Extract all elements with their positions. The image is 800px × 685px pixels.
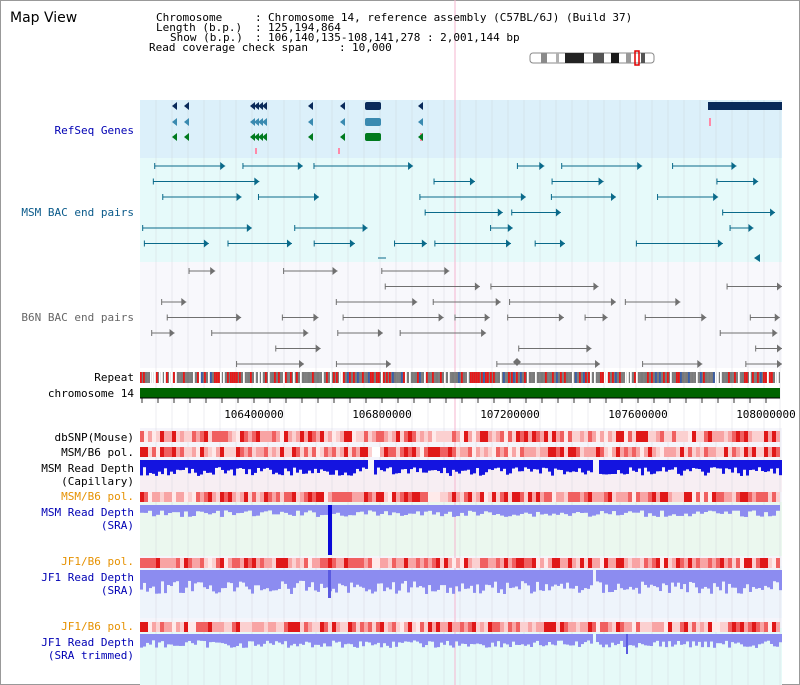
track-label-dbsnp: dbSNP(Mouse) [55,431,134,444]
track-label-jf1-depth-sra: JF1 Read Depth [41,571,134,584]
refseq-gene-mark [258,133,263,141]
refseq-gene-mark [250,133,255,141]
coverage-label: Read coverage check span [149,41,308,54]
ideogram-position-marker [634,50,640,66]
refseq-gene-mark [254,118,259,126]
svg-text::: : [339,41,346,54]
length-value: 125,194,864 [268,21,341,34]
polymorphism-tracks [140,431,780,632]
position-axis: 106400000 106800000 107200000 107600000 … [140,397,796,421]
length-label: Length (b.p.) [156,21,242,34]
track-labels: RefSeq Genes MSM BAC end pairs B6N BAC e… [21,124,134,662]
refseq-gene-mark [308,133,313,141]
track-label-trimmed-suffix: (SRA trimmed) [48,649,134,662]
track-label-msm-depth-capillary: MSM Read Depth [41,462,134,475]
chromosome-label: Chromosome [156,11,222,24]
axis-tick-label: 106800000 [352,408,412,421]
refseq-gene-mark [254,133,259,141]
refseq-gene-mark [172,118,177,126]
show-value: 106,140,135-108,141,278 : 2,001,144 bp [268,31,520,44]
track-label-msm-b6-pol: MSM/B6 pol. [61,446,134,459]
refseq-gene-mark [308,118,313,126]
info-block: Chromosome : Chromosome 14, reference as… [149,11,632,54]
refseq-gene-mark [258,118,263,126]
refseq-gene-mark [262,118,267,126]
track-label-repeat: Repeat [94,371,134,384]
refseq-gene [708,102,782,110]
track-label-chromosome: chromosome 14 [48,387,134,400]
refseq-gene-mark [418,118,423,126]
refseq-gene-mark [254,102,259,110]
refseq-gene-mark [250,102,255,110]
chromosome-ideogram[interactable] [529,50,655,66]
refseq-gene-mark [262,133,267,141]
read-depth-spike [328,505,332,555]
chromosome-value: Chromosome 14, reference assembly (C57BL… [268,11,632,24]
coverage-value: 10,000 [352,41,392,54]
track-label-jf1-b6-pol-2: JF1/B6 pol. [61,620,134,633]
refseq-gene-mark [340,118,345,126]
refseq-gene-mark [340,133,345,141]
refseq-gene-mark [418,102,423,110]
refseq-gene-mark [418,133,423,141]
repeat-track [140,372,780,383]
refseq-gene [365,102,381,110]
refseq-gene-mark [172,133,177,141]
axis-tick-label: 108000000 [736,408,796,421]
svg-text::: : [255,11,262,24]
refseq-gene-mark [258,102,263,110]
refseq-gene-mark [308,102,313,110]
svg-text::: : [255,21,262,34]
refseq-gene-mark [184,133,189,141]
refseq-gene-mark [172,102,177,110]
track-label-refseq: RefSeq Genes [55,124,134,137]
track-label-b6n-bac: B6N BAC end pairs [21,311,134,324]
map-view-title: Map View [10,10,77,26]
track-label-msm-bac: MSM BAC end pairs [21,206,134,219]
show-label: Show (b.p.) [170,31,243,44]
refseq-gene [365,118,381,126]
refseq-gene [365,133,381,141]
axis-tick-label: 107200000 [480,408,540,421]
track-label-msm-b6-pol-2: MSM/B6 pol. [61,490,134,503]
b6n-bac-pairs[interactable] [151,267,782,368]
track-label-jf1-sra-suffix: (SRA) [101,584,134,597]
track-label-msm-depth-sra: MSM Read Depth [41,506,134,519]
refseq-gene-mark [262,102,267,110]
refseq-gene-track[interactable] [255,102,782,154]
track-label-sra-suffix: (SRA) [101,519,134,532]
axis-tick-label: 107600000 [608,408,668,421]
svg-text::: : [255,31,262,44]
track-label-jf1-depth-trimmed: JF1 Read Depth [41,636,134,649]
msm-bac-pairs[interactable] [142,162,776,262]
refseq-gene-mark [184,118,189,126]
refseq-gene-mark [250,118,255,126]
axis-tick-label: 106400000 [224,408,284,421]
read-depth-tracks [140,460,782,654]
track-label-jf1-b6-pol: JF1/B6 pol. [61,555,134,568]
refseq-gene-mark [340,102,345,110]
track-label-capillary-suffix: (Capillary) [61,475,134,488]
refseq-gene-mark [184,102,189,110]
chromosome-bar [140,388,780,398]
